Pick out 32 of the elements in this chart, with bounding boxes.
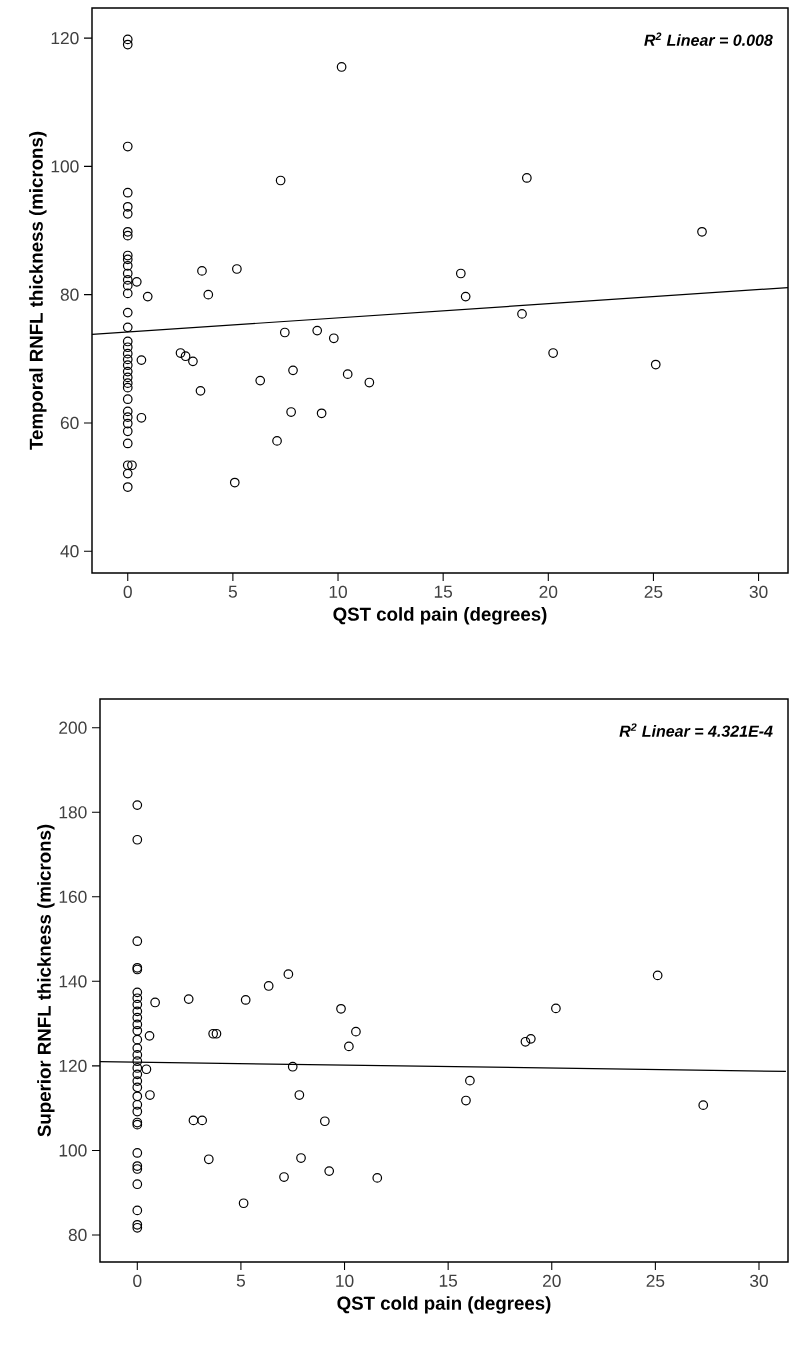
x-tick-label: 25: [644, 585, 663, 598]
y-axis-title: Temporal RNFL thickness (microns): [29, 131, 47, 450]
x-tick-label: 30: [750, 1274, 768, 1287]
y-tick-label: 160: [59, 890, 87, 903]
x-tick-label: 10: [336, 1274, 354, 1287]
x-tick-label: 25: [646, 1274, 665, 1287]
x-tick-label: 0: [133, 1274, 142, 1287]
annotation: R$^{2}$ Linear = 0.008: [644, 32, 773, 46]
x-tick-label: 10: [329, 585, 347, 598]
x-axis-title: QST cold pain (degrees): [333, 607, 547, 625]
x-tick-label: 5: [236, 1274, 245, 1287]
x-tick-label: 15: [434, 585, 453, 598]
x-axis-title: QST cold pain (degrees): [337, 1296, 551, 1314]
x-tick-label: 0: [123, 585, 132, 598]
x-tick-label: 30: [749, 585, 768, 598]
x-tick-label: 15: [439, 1274, 458, 1287]
y-tick-label: 80: [68, 1228, 87, 1242]
x-tick-label: 20: [543, 1274, 561, 1287]
y-tick-label: 120: [59, 1059, 87, 1073]
y-tick-label: 60: [60, 416, 79, 430]
y-tick-label: 80: [60, 288, 79, 301]
y-tick-label: 180: [59, 806, 87, 819]
y-tick-label: 200: [59, 721, 87, 734]
x-tick-label: 20: [539, 585, 558, 598]
y-tick-label: 100: [59, 1144, 87, 1157]
y-tick-label: 40: [60, 545, 79, 558]
x-tick-label: 5: [228, 585, 237, 598]
annotation: R$^{2}$ Linear = 4.321E-4: [619, 723, 773, 737]
y-tick-label: 120: [51, 31, 79, 45]
y-tick-label: 140: [59, 975, 87, 988]
y-tick-label: 100: [51, 160, 79, 173]
y-axis-title: Superior RNFL thickness (microns): [37, 824, 55, 1137]
